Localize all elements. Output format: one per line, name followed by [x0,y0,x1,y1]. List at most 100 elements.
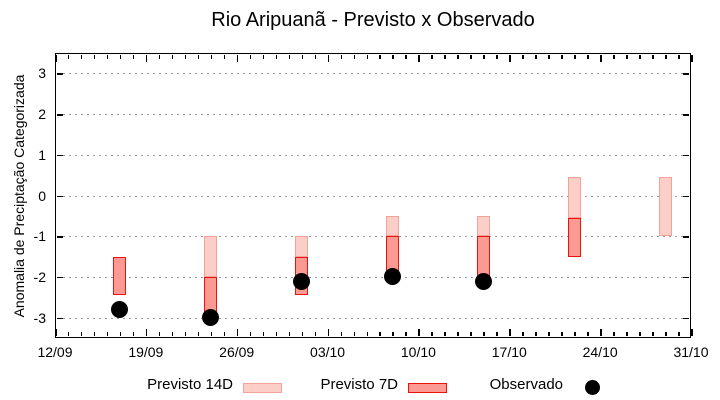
x-tick-top [158,55,161,59]
x-tick-top [652,55,654,59]
x-tick-top [340,55,343,59]
y-tick-label: -2 [33,268,46,285]
x-tick-bottom [119,332,122,336]
x-tick-bottom [210,332,213,336]
x-tick-label: 24/10 [582,344,618,360]
x-tick-top [470,55,472,59]
x-tick-top [496,55,498,59]
y-tick-left [57,317,63,320]
x-tick-bottom [522,332,524,336]
x-tick-bottom [587,332,589,336]
x-tick-bottom [288,332,291,336]
x-tick-top [431,55,433,59]
gridline [57,236,689,238]
x-tick-bottom [353,332,356,336]
x-tick-bottom [340,332,343,336]
x-tick-top [184,55,187,59]
x-tick-bottom [470,332,472,336]
y-tick-right [683,317,689,320]
x-tick-top [444,55,446,59]
observado-dot [383,268,401,286]
x-tick-bottom [236,329,239,336]
y-tick-left [57,276,63,279]
y-tick-right [683,195,689,197]
x-tick-top [522,55,524,59]
x-tick-bottom [67,332,70,336]
x-tick-top [275,55,278,59]
legend-label-observado: Observado [489,376,563,393]
x-tick-bottom [314,332,317,336]
y-tick-right [683,73,689,75]
x-tick-bottom [496,332,498,336]
x-tick-top [626,55,628,59]
x-tick-label: 31/10 [673,344,709,360]
x-tick-top [613,55,615,59]
x-tick-top [80,55,83,59]
x-tick-bottom [184,332,187,336]
legend-swatch-previsto-7d [408,383,447,393]
x-tick-top [392,55,394,59]
x-tick-top [418,55,420,62]
x-tick-bottom [171,332,174,336]
bar-previsto-14d [204,236,218,277]
x-tick-top [691,55,693,62]
gridline [57,195,689,197]
y-tick-left [57,154,63,157]
observado-dot [202,309,220,327]
bar-previsto-14d [658,177,672,237]
x-tick-bottom [223,332,226,336]
x-tick-bottom [275,332,278,336]
y-tick-left [57,114,63,116]
y-tick-right [683,114,689,116]
x-tick-top [210,55,213,59]
x-tick-top [327,55,330,62]
x-tick-top [535,55,537,59]
observado-dot [111,301,129,318]
gridline [57,114,689,116]
x-tick-top [509,55,511,62]
observado-dot [293,272,311,290]
x-tick-top [132,55,135,59]
y-tick-right [683,154,689,157]
x-tick-top [93,55,96,59]
x-tick-bottom [548,332,550,336]
x-tick-top [405,55,407,59]
x-tick-top [67,55,70,59]
x-tick-label: 17/10 [491,344,527,360]
x-tick-top [249,55,252,59]
x-tick-bottom [418,329,420,336]
y-tick-label: 3 [38,65,46,82]
y-tick-label: -1 [33,228,46,245]
y-tick-label: 0 [38,187,46,204]
x-tick-label: 10/10 [400,344,436,360]
x-tick-top [236,55,239,62]
x-tick-top [301,55,304,59]
x-tick-bottom [262,332,265,336]
bar-previsto-14d [385,215,399,237]
x-tick-bottom [613,332,615,336]
y-tick-right [683,276,689,279]
x-tick-bottom [652,332,654,336]
x-tick-bottom [626,332,628,336]
x-tick-top [665,55,667,59]
x-tick-label: 19/09 [128,344,164,360]
bar-previsto-7d [567,217,581,257]
x-tick-top [119,55,122,59]
legend-swatch-previsto-14d [243,383,282,393]
x-tick-bottom [665,332,667,336]
x-tick-top [288,55,291,59]
gridline [57,276,689,278]
x-tick-bottom [444,332,446,336]
x-tick-bottom [574,332,576,336]
x-tick-bottom [392,332,394,336]
bar-previsto-14d [567,177,581,218]
x-tick-top [639,55,641,59]
x-tick-bottom [132,332,135,336]
x-tick-top [366,55,368,59]
x-tick-bottom [301,332,304,336]
x-tick-bottom [379,332,381,336]
x-tick-top [548,55,550,59]
x-tick-bottom [483,332,485,336]
x-tick-top [145,55,148,62]
x-tick-top [457,55,459,59]
